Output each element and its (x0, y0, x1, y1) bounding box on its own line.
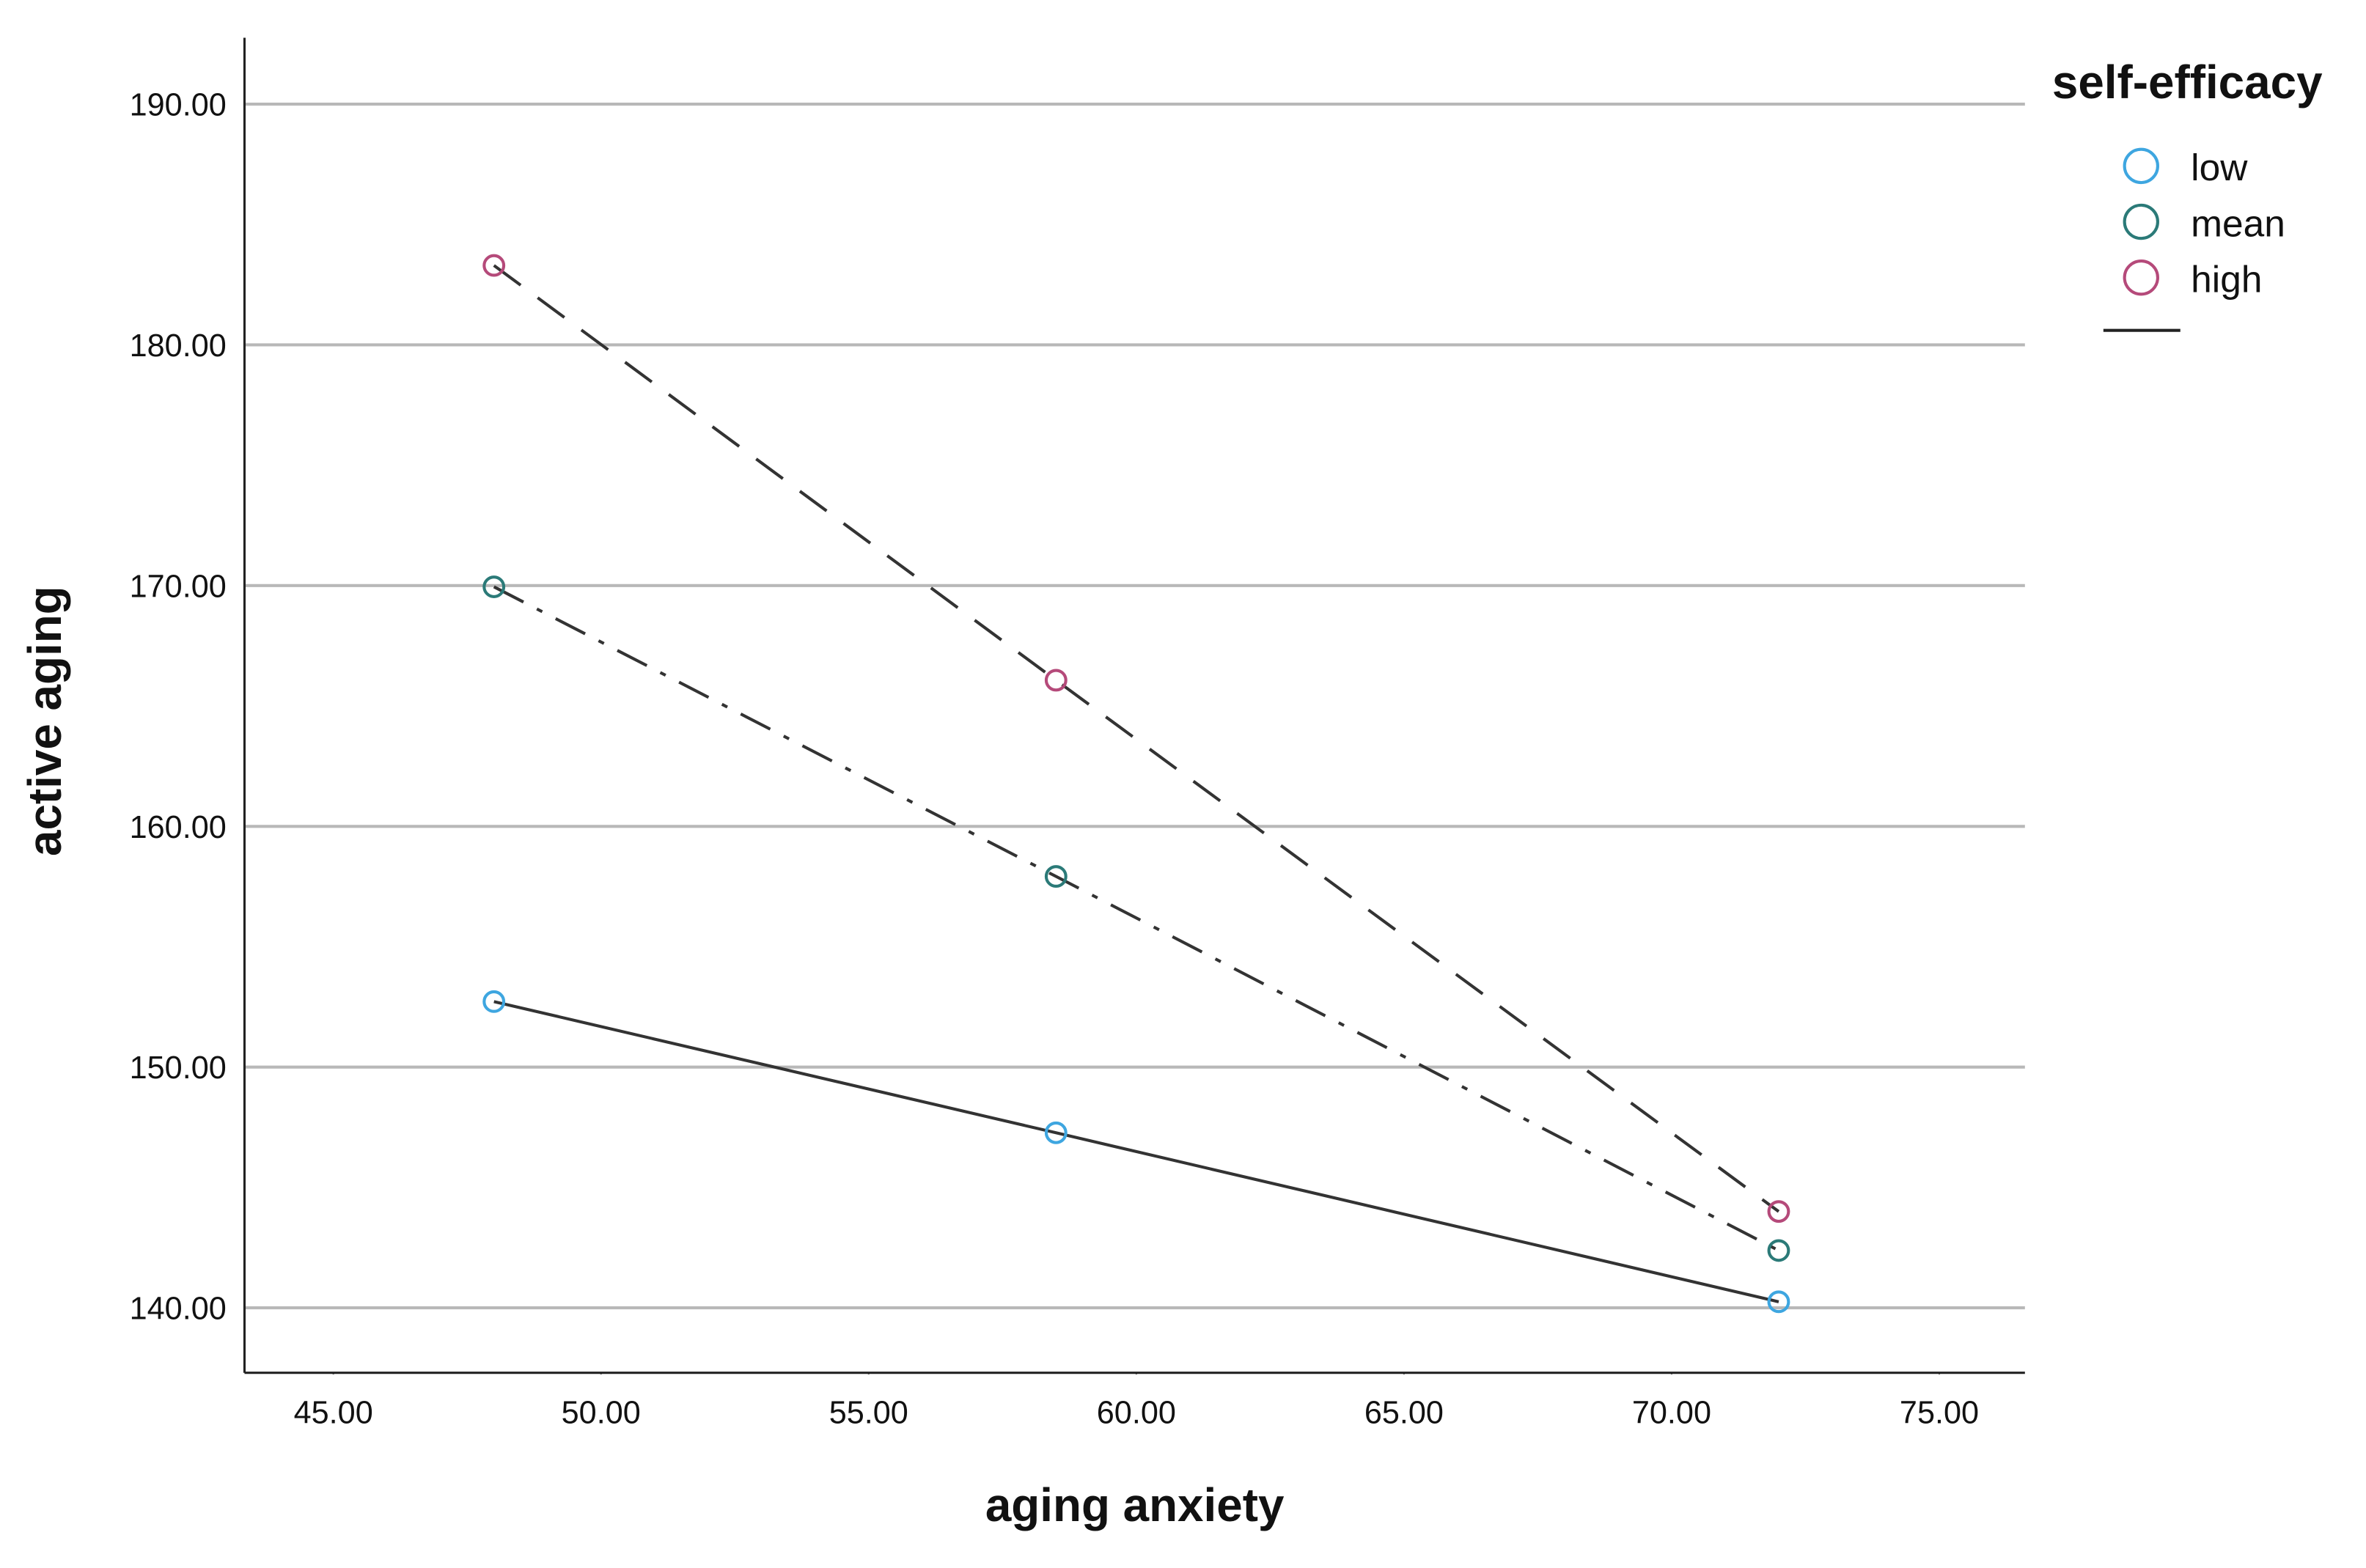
legend-label: low (2191, 146, 2248, 188)
legend-marker (2123, 203, 2159, 240)
legend-label: mean (2191, 202, 2285, 244)
data-point (1044, 669, 1068, 692)
x-tick-label: 60.00 (1097, 1396, 1176, 1431)
x-axis-title: aging anxiety (985, 1479, 1285, 1531)
x-tick-label: 70.00 (1632, 1396, 1711, 1431)
legend-title: self-efficacy (2052, 56, 2323, 108)
y-tick-label: 190.00 (130, 88, 227, 123)
legend-label: high (2191, 257, 2262, 300)
x-tick-label: 45.00 (294, 1396, 373, 1431)
x-tick-label: 75.00 (1900, 1396, 1979, 1431)
y-tick-label: 170.00 (130, 569, 227, 604)
y-axis-title: active aging (18, 586, 71, 856)
data-point (482, 575, 506, 598)
legend-marker (2123, 259, 2159, 296)
y-tick-label: 140.00 (130, 1292, 227, 1327)
data-point (1767, 1239, 1790, 1262)
x-tick-label: 55.00 (829, 1396, 908, 1431)
x-tick-label: 65.00 (1364, 1396, 1444, 1431)
series-line (493, 1000, 1779, 1303)
series-line (493, 585, 1779, 1252)
data-point (1767, 1290, 1790, 1314)
legend-marker (2123, 147, 2159, 185)
data-point (1044, 865, 1068, 888)
data-point (482, 254, 506, 277)
series-line (493, 264, 1780, 1213)
x-tick-label: 50.00 (562, 1396, 641, 1431)
y-tick-label: 180.00 (130, 328, 227, 364)
y-tick-label: 150.00 (130, 1050, 227, 1086)
data-point (1767, 1200, 1790, 1223)
y-tick-label: 160.00 (130, 810, 227, 845)
data-point (1044, 1121, 1068, 1144)
data-point (482, 990, 506, 1013)
